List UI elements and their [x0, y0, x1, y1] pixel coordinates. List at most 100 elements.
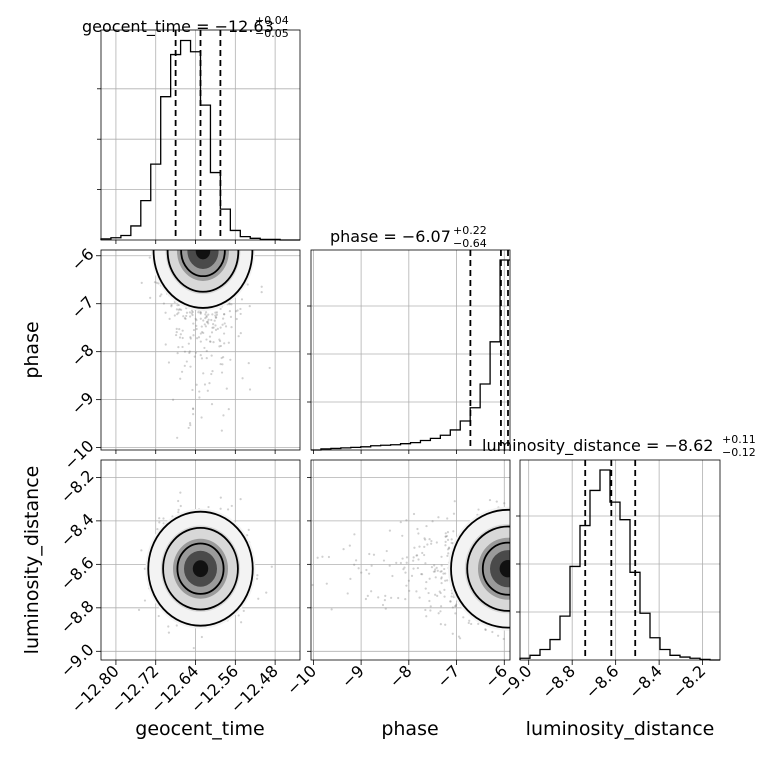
sample-point: [432, 570, 436, 573]
sample-point: [189, 423, 192, 427]
ytick-label-luminosity-distance-2: −8.6: [57, 553, 98, 594]
sample-point: [180, 308, 183, 311]
sample-point: [446, 579, 449, 582]
title-luminosity-distance: luminosity_distance = −8.62: [482, 436, 713, 456]
sample-point: [468, 619, 471, 622]
sample-point: [180, 370, 184, 373]
sample-point: [445, 534, 449, 538]
sample-point: [219, 496, 222, 499]
sample-point: [167, 631, 171, 634]
sample-point: [431, 520, 434, 523]
sample-point: [360, 571, 363, 574]
sample-point: [167, 361, 171, 364]
sample-point: [219, 307, 222, 311]
sample-point: [365, 568, 368, 572]
sample-point: [405, 561, 408, 564]
sample-point: [184, 317, 187, 320]
sample-point: [416, 527, 419, 531]
sample-point: [208, 335, 212, 338]
ytick-label-phase-3: −9: [67, 388, 97, 418]
xtick-label-phase-2: −8: [386, 661, 416, 691]
sample-point: [211, 313, 214, 316]
title-phase-minus: −0.64: [453, 237, 487, 250]
sample-point: [219, 507, 222, 510]
sample-point: [246, 283, 249, 286]
sample-point: [450, 595, 453, 598]
sample-point: [428, 577, 431, 580]
sample-point: [402, 568, 405, 571]
sample-point: [176, 313, 179, 316]
sample-point: [357, 567, 360, 570]
ylabel-luminosity-distance: luminosity_distance: [21, 466, 43, 655]
density-cell-geocent_time_vs_luminosity_distance-4: [192, 560, 209, 578]
panel-frame-phase_vs_luminosity_distance: [310, 459, 511, 661]
sample-point: [204, 317, 207, 320]
xtick-label-luminosity_distance-2: −8.6: [582, 661, 623, 702]
sample-point: [200, 357, 204, 360]
xlabel-luminosity-distance: luminosity_distance: [526, 718, 715, 740]
sample-point: [420, 572, 423, 576]
sample-point: [223, 313, 226, 316]
sample-point: [368, 552, 371, 556]
sample-point: [205, 314, 208, 318]
sample-point: [444, 535, 448, 538]
sample-point: [412, 567, 415, 570]
sample-point: [239, 307, 242, 311]
sample-point: [239, 332, 242, 335]
sample-point: [203, 383, 207, 386]
sample-point: [171, 398, 175, 401]
sample-point: [415, 554, 419, 557]
sample-point: [346, 592, 349, 595]
sample-point: [447, 552, 450, 555]
sample-point: [403, 566, 406, 569]
sample-point: [455, 603, 458, 606]
sample-point: [433, 564, 436, 567]
chart-marks: [100, 30, 720, 661]
sample-point: [404, 598, 407, 601]
sample-point: [237, 614, 240, 617]
sample-point: [205, 349, 208, 353]
sample-point: [454, 612, 457, 615]
sample-point: [210, 372, 213, 376]
sample-point: [155, 281, 158, 284]
sample-point: [179, 504, 182, 508]
ytick-label-phase-4: −10: [60, 436, 97, 473]
sample-point: [181, 345, 184, 349]
sample-point: [168, 317, 171, 320]
xtick-label-phase-3: −7: [433, 661, 463, 691]
title-phase-plus: +0.22: [453, 224, 487, 237]
sample-point: [219, 344, 222, 348]
contour-geocent_time_vs_luminosity_distance-2: [176, 542, 225, 595]
sample-point: [239, 312, 242, 316]
sample-point: [226, 508, 230, 511]
sample-point: [325, 582, 328, 585]
sample-point: [410, 574, 414, 577]
sample-point: [342, 547, 345, 551]
sample-point: [137, 608, 141, 611]
sample-point: [221, 323, 224, 326]
sample-point: [164, 311, 167, 314]
sample-point: [229, 358, 232, 361]
sample-point: [207, 322, 210, 325]
density-cell-geocent_time_vs_phase-4: [195, 250, 211, 260]
panel-frame-geocent_time_vs_phase: [100, 249, 301, 451]
ytick-label-luminosity-distance-4: −9.0: [57, 640, 98, 681]
xtick-label-luminosity_distance-4: −8.2: [669, 661, 710, 702]
sample-point: [158, 521, 161, 524]
sample-point: [192, 322, 195, 325]
sample-point: [199, 354, 202, 357]
sample-point: [195, 319, 198, 322]
sample-point: [416, 566, 420, 570]
sample-point: [424, 562, 427, 565]
sample-point: [235, 317, 238, 321]
sample-point: [178, 336, 182, 339]
panel-frame-geocent_time_vs_luminosity_distance: [100, 459, 301, 661]
sample-point: [430, 539, 433, 543]
sample-point: [391, 574, 394, 578]
sample-point: [399, 561, 402, 565]
sample-point: [443, 588, 446, 591]
sample-point: [444, 544, 447, 547]
sample-point: [438, 590, 441, 593]
sample-point: [199, 317, 202, 320]
sample-point: [503, 502, 506, 505]
